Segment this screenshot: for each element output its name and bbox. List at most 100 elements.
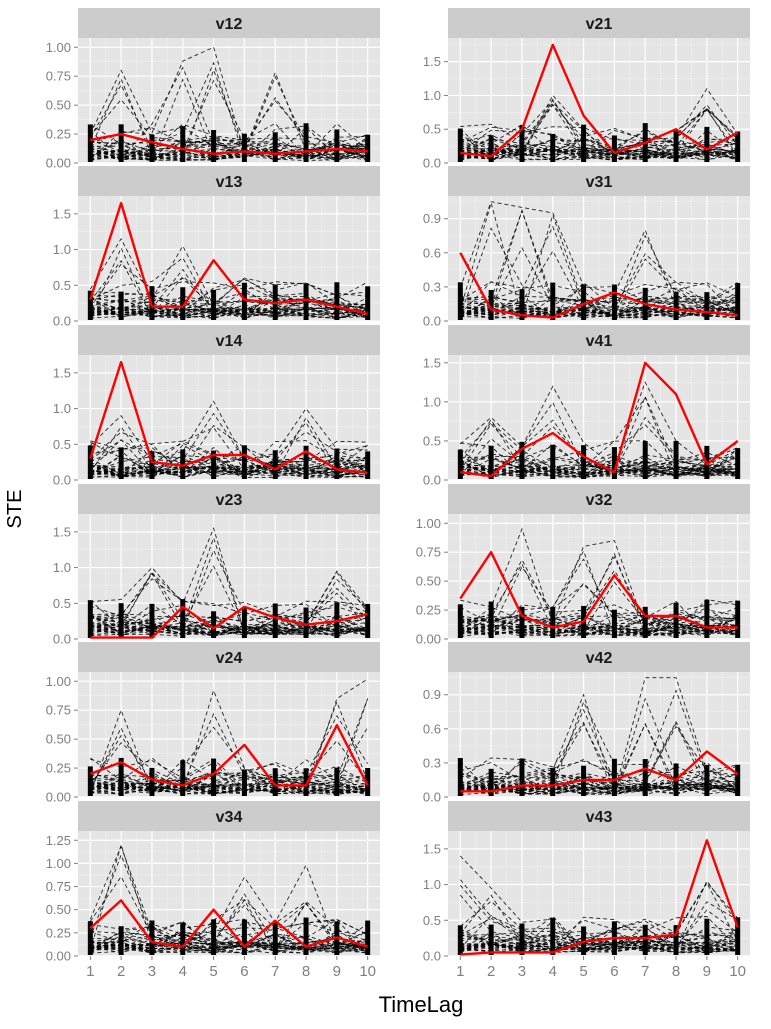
background-series-line: [90, 149, 368, 161]
background-series-line: [90, 772, 368, 793]
dense-bar: [180, 449, 186, 479]
dense-bar: [519, 125, 525, 162]
dense-bar: [118, 603, 124, 638]
dense-bar: [149, 767, 155, 796]
dense-bar: [241, 282, 247, 320]
background-series-line: [90, 944, 368, 954]
background-series-line: [90, 613, 368, 634]
background-series-line: [90, 934, 368, 954]
background-series-line: [460, 932, 738, 951]
background-series-line: [460, 455, 738, 476]
background-series-line: [89, 726, 368, 794]
background-series-line: [460, 308, 738, 319]
highlight-series-line: [460, 750, 739, 793]
background-series-line: [90, 783, 368, 794]
background-series-line: [460, 782, 738, 795]
x-tick-label: 6: [610, 963, 618, 980]
dense-bar: [87, 766, 93, 796]
dense-bar: [241, 919, 247, 955]
background-series-line: [90, 466, 368, 478]
background-series-line: [90, 309, 368, 319]
dense-bar: [457, 604, 463, 638]
y-tick-label: 0.0: [53, 473, 71, 488]
y-tick-label: 1.0: [53, 401, 71, 416]
background-series-line: [460, 900, 739, 949]
y-tick-label: 1.5: [53, 365, 71, 380]
dense-bar: [735, 917, 741, 955]
background-series-line: [90, 421, 368, 476]
dense-bar: [704, 599, 710, 638]
background-series-line: [90, 941, 368, 953]
dense-bar: [704, 918, 710, 955]
y-tick-label: 0.0: [423, 949, 441, 964]
y-tick-label: 1.5: [53, 206, 71, 221]
background-series-line: [460, 930, 738, 953]
background-series-line: [460, 464, 738, 476]
background-series-line: [460, 381, 738, 468]
background-series-line: [460, 459, 738, 477]
y-tick-label: 0.75: [46, 703, 71, 718]
background-series-lines: [459, 201, 739, 320]
background-series-line: [460, 942, 738, 954]
background-series-line: [460, 558, 738, 635]
background-series-line: [460, 137, 738, 156]
background-series-line: [90, 466, 368, 475]
background-series-line: [90, 296, 368, 318]
background-series-line: [460, 624, 738, 637]
dense-bar: [488, 768, 494, 796]
dense-bar: [581, 284, 587, 320]
x-tick-label: 4: [179, 963, 187, 980]
background-series-line: [460, 625, 738, 637]
y-tick-label: 0.50: [46, 732, 71, 747]
background-series-line: [460, 558, 738, 635]
facet-panel-v43: v43 0.0 0.5 1.0 1.5 1 2 3 4 5 6 7 8 9 10: [423, 801, 750, 980]
background-series-line: [460, 613, 738, 634]
y-tick-label: 1.5: [423, 841, 441, 856]
background-series-lines: [89, 843, 369, 954]
facet-panel-v31: v31 0.0 0.3 0.6 0.9: [423, 166, 750, 329]
dense-bar: [673, 925, 679, 955]
facet-strip: [78, 325, 380, 355]
facet-panel-v34: v34 0.00 0.25 0.50 0.75 1.00 1.25 1 2 3 4 5 6 7 8 9 10: [46, 801, 380, 980]
background-series-line: [90, 299, 368, 317]
background-series-line: [90, 455, 368, 476]
y-tick-label: 1.00: [416, 516, 441, 531]
dense-bar: [211, 611, 217, 638]
dense-bar: [673, 602, 679, 638]
facet-panel-v32: v32 0.00 0.25 0.50 0.75 1.00: [416, 484, 750, 647]
dense-bar: [550, 133, 556, 162]
y-tick-label: 0.9: [423, 211, 441, 226]
background-series-line: [90, 306, 368, 318]
background-series-line: [460, 563, 738, 631]
background-series-line: [90, 626, 368, 637]
dense-bar: [87, 290, 93, 320]
background-dense-bars: [87, 757, 371, 796]
dense-bar: [303, 607, 309, 638]
background-series-line: [460, 296, 738, 315]
dense-bar: [365, 767, 371, 796]
y-tick-label: 1.25: [46, 833, 71, 848]
highlight-series-line: [89, 201, 368, 316]
dense-bar: [211, 758, 217, 796]
dense-bar: [365, 286, 371, 320]
background-series-line: [460, 624, 738, 634]
background-series-line: [460, 882, 739, 954]
dense-bar: [303, 917, 309, 955]
background-series-line: [460, 306, 738, 319]
dense-bar: [365, 134, 371, 162]
background-series-line: [90, 623, 368, 637]
background-series-line: [90, 904, 369, 952]
dense-bar: [365, 603, 371, 638]
facet-panel-v13: v13 0.0 0.5 1.0 1.5: [53, 166, 380, 329]
x-tick-label: 8: [302, 963, 310, 980]
background-series-line: [460, 306, 738, 319]
highlight-series-line: [460, 361, 739, 478]
facet-panel-v41: v41 0.0 0.5 1.0 1.5: [423, 325, 750, 488]
background-series-line: [90, 625, 368, 636]
dense-bar: [303, 123, 309, 162]
background-series-line: [89, 843, 368, 951]
background-series-line: [460, 943, 738, 953]
highlight-series-line: [459, 551, 738, 629]
y-tick-label: 0.50: [46, 902, 71, 917]
background-series-line: [460, 465, 738, 478]
